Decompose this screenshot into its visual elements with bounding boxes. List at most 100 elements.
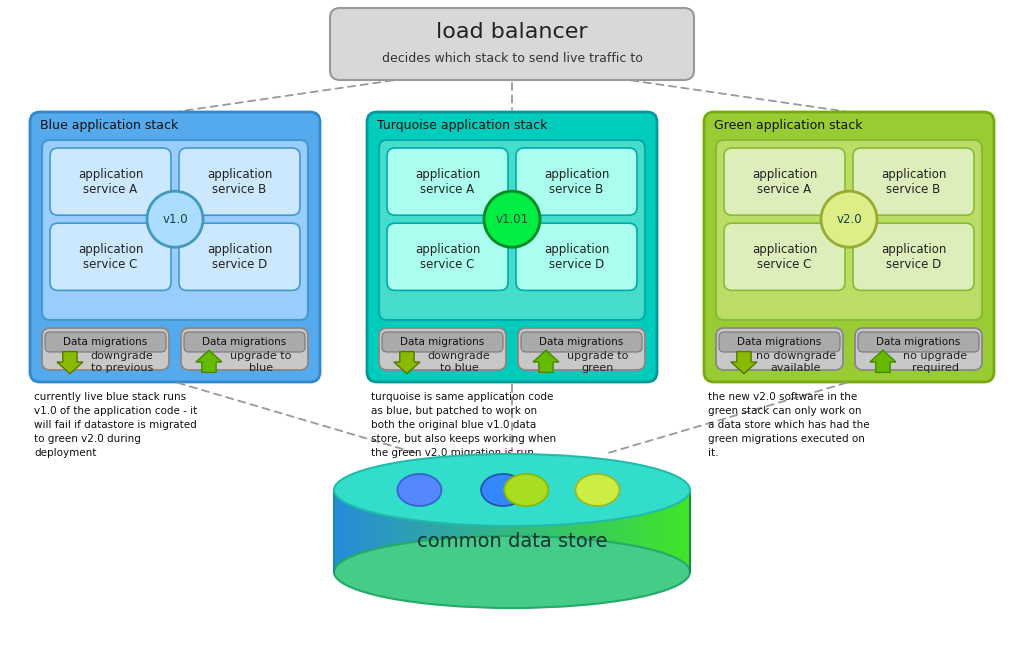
Bar — [571, 490, 574, 572]
Bar — [485, 490, 488, 572]
Bar — [515, 490, 518, 572]
Bar — [376, 490, 379, 572]
Bar — [524, 490, 527, 572]
Ellipse shape — [397, 474, 441, 506]
Bar — [349, 490, 352, 572]
Text: application
service B: application service B — [881, 168, 946, 196]
Bar — [500, 490, 504, 572]
Text: Data migrations: Data migrations — [400, 337, 484, 347]
Bar — [465, 490, 468, 572]
Bar — [554, 490, 557, 572]
Bar — [581, 490, 584, 572]
Bar — [586, 490, 590, 572]
Bar — [628, 490, 631, 572]
Bar — [476, 490, 480, 572]
Bar — [637, 490, 640, 572]
Bar — [370, 490, 373, 572]
Text: Data migrations: Data migrations — [203, 337, 287, 347]
Bar — [432, 490, 435, 572]
Ellipse shape — [334, 454, 690, 526]
Bar — [574, 490, 578, 572]
Bar — [545, 490, 548, 572]
Ellipse shape — [334, 536, 690, 608]
Bar — [446, 490, 451, 572]
Bar — [352, 490, 355, 572]
Ellipse shape — [484, 191, 540, 247]
Text: application
service D: application service D — [544, 243, 609, 271]
Bar — [462, 490, 465, 572]
Bar — [625, 490, 628, 572]
Bar — [542, 490, 545, 572]
Bar — [642, 490, 646, 572]
Text: v2.0: v2.0 — [837, 213, 862, 226]
FancyBboxPatch shape — [379, 140, 645, 320]
Bar — [343, 490, 346, 572]
Text: no downgrade
available: no downgrade available — [756, 351, 836, 373]
Bar — [409, 490, 412, 572]
Bar — [379, 490, 382, 572]
Bar — [337, 490, 340, 572]
Bar — [468, 490, 471, 572]
Bar — [423, 490, 426, 572]
Bar — [346, 490, 349, 572]
Bar — [334, 490, 338, 572]
Polygon shape — [394, 351, 420, 374]
FancyBboxPatch shape — [179, 223, 300, 290]
Bar — [459, 490, 462, 572]
Bar — [595, 490, 599, 572]
Bar — [443, 490, 447, 572]
Bar — [396, 490, 399, 572]
FancyBboxPatch shape — [387, 148, 508, 215]
Bar — [684, 490, 687, 572]
Bar — [521, 490, 524, 572]
Bar — [492, 490, 495, 572]
Text: application
service C: application service C — [752, 243, 817, 271]
Bar — [634, 490, 637, 572]
Text: common data store: common data store — [417, 532, 607, 552]
Bar — [645, 490, 649, 572]
Polygon shape — [532, 350, 559, 372]
Bar — [640, 490, 643, 572]
Bar — [450, 490, 454, 572]
Bar — [529, 490, 534, 572]
Text: application
service A: application service A — [752, 168, 817, 196]
Ellipse shape — [504, 474, 548, 506]
Bar — [406, 490, 409, 572]
FancyBboxPatch shape — [724, 148, 845, 215]
Text: Blue application stack: Blue application stack — [40, 119, 178, 132]
Bar — [488, 490, 492, 572]
Polygon shape — [196, 350, 222, 372]
Bar — [631, 490, 634, 572]
FancyBboxPatch shape — [719, 332, 840, 352]
Bar — [539, 490, 542, 572]
Bar — [506, 490, 510, 572]
FancyBboxPatch shape — [521, 332, 642, 352]
Bar — [584, 490, 587, 572]
Text: Turquoise application stack: Turquoise application stack — [377, 119, 548, 132]
Bar — [578, 490, 581, 572]
Ellipse shape — [821, 191, 877, 247]
Bar — [613, 490, 616, 572]
Text: application
service C: application service C — [78, 243, 143, 271]
Bar — [675, 490, 679, 572]
Bar — [384, 490, 388, 572]
Bar — [411, 490, 415, 572]
FancyBboxPatch shape — [50, 223, 171, 290]
Bar — [562, 490, 566, 572]
Bar — [687, 490, 690, 572]
Bar — [435, 490, 438, 572]
Text: application
service C: application service C — [415, 243, 480, 271]
Bar — [373, 490, 376, 572]
Bar — [615, 490, 620, 572]
Bar — [367, 490, 370, 572]
Text: upgrade to
green: upgrade to green — [567, 351, 629, 373]
Bar — [681, 490, 685, 572]
Bar — [518, 490, 521, 572]
FancyBboxPatch shape — [184, 332, 305, 352]
Ellipse shape — [147, 191, 203, 247]
FancyBboxPatch shape — [30, 112, 319, 382]
Bar — [618, 490, 623, 572]
Bar — [667, 490, 670, 572]
Text: application
service D: application service D — [881, 243, 946, 271]
Bar — [536, 490, 540, 572]
